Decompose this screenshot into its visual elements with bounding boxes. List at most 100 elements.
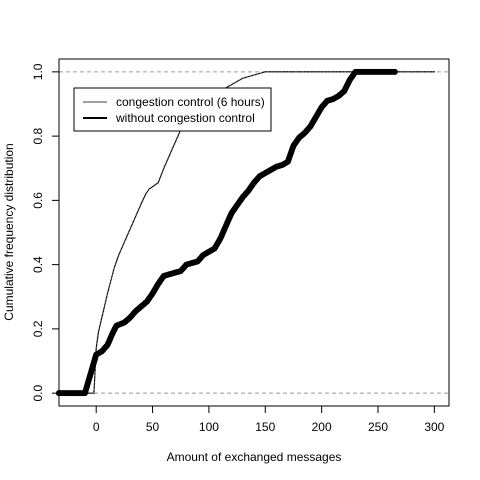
- data-point: [137, 210, 139, 212]
- x-tick-label: 50: [146, 420, 160, 434]
- data-point: [433, 71, 436, 73]
- data-point: [128, 229, 131, 232]
- x-tick-label: 250: [368, 420, 388, 434]
- data-point: [105, 298, 107, 300]
- data-point: [117, 256, 119, 259]
- data-point: [227, 86, 229, 88]
- data-point: [279, 71, 282, 73]
- data-point: [268, 71, 271, 73]
- data-point: [159, 176, 161, 179]
- data-point: [242, 77, 244, 79]
- data-point: [113, 265, 116, 268]
- data-point: [264, 71, 266, 73]
- data-point: [176, 137, 178, 140]
- data-point: [103, 306, 105, 309]
- data-point: [412, 71, 415, 73]
- data-point: [111, 274, 114, 276]
- data-point: [167, 158, 169, 160]
- data-point: [172, 146, 174, 149]
- series-without-congestion-control: [56, 68, 398, 397]
- data-point: [174, 141, 176, 144]
- data-point: [170, 150, 172, 153]
- data-point: [326, 71, 328, 73]
- data-point: [129, 227, 132, 229]
- data-point: [164, 164, 166, 167]
- data-point: [285, 71, 287, 73]
- y-tick-label: 1.0: [31, 63, 45, 80]
- data-point: [142, 199, 144, 201]
- data-point: [265, 71, 268, 73]
- data-point: [93, 379, 96, 382]
- data-point: [94, 371, 96, 373]
- data-point: [112, 271, 114, 273]
- data-point: [246, 76, 248, 78]
- data-point: [125, 237, 127, 239]
- data-point: [258, 72, 261, 75]
- data-point: [300, 71, 303, 73]
- data-point: [229, 84, 231, 87]
- data-point: [161, 172, 163, 175]
- data-point: [96, 342, 98, 344]
- data-point: [418, 71, 420, 73]
- data-point: [114, 264, 116, 266]
- data-point: [96, 339, 99, 341]
- data-point: [141, 201, 143, 204]
- data-point: [298, 71, 300, 73]
- y-tick-label: 0.4: [31, 256, 45, 273]
- data-point: [328, 71, 331, 73]
- data-point: [323, 71, 325, 73]
- data-point: [171, 148, 173, 150]
- data-point: [430, 71, 433, 73]
- data-point: [321, 71, 324, 73]
- data-point: [132, 220, 135, 223]
- data-point: [138, 206, 141, 209]
- data-point: [96, 338, 99, 340]
- data-point: [398, 71, 401, 73]
- data-point: [93, 392, 95, 394]
- data-point: [173, 143, 176, 145]
- data-point: [145, 193, 147, 195]
- data-point: [112, 270, 115, 272]
- data-point: [404, 71, 406, 73]
- data-point: [309, 71, 311, 73]
- data-point: [238, 79, 240, 82]
- data-point: [100, 317, 103, 320]
- data-point: [419, 71, 422, 73]
- data-point: [293, 71, 296, 73]
- data-point: [409, 71, 412, 73]
- data-point: [156, 182, 158, 185]
- data-point: [94, 369, 96, 372]
- data-point: [154, 184, 156, 186]
- data-point: [163, 167, 165, 169]
- data-point: [319, 71, 321, 73]
- y-tick-label: 0.0: [31, 384, 45, 401]
- data-point: [299, 71, 301, 73]
- data-point: [342, 71, 345, 73]
- data-point: [272, 71, 275, 73]
- data-point: [251, 74, 254, 77]
- legend-label-without: without congestion control: [115, 111, 255, 125]
- data-point: [97, 332, 99, 335]
- data-point: [93, 382, 96, 385]
- data-point: [146, 190, 149, 193]
- data-point: [101, 316, 103, 318]
- data-point: [108, 287, 110, 289]
- data-point: [119, 251, 121, 254]
- data-point: [105, 296, 108, 299]
- data-point: [235, 81, 238, 83]
- data-point: [102, 309, 105, 311]
- data-point: [124, 240, 126, 242]
- data-point: [97, 336, 99, 339]
- data-point: [254, 73, 257, 76]
- data-point: [93, 389, 95, 392]
- data-point: [140, 204, 142, 206]
- data-point: [109, 281, 112, 283]
- data-point: [177, 134, 180, 136]
- y-tick-label: 0.6: [31, 192, 45, 209]
- data-point: [105, 299, 107, 302]
- data-point: [110, 278, 112, 280]
- data-point: [112, 272, 114, 275]
- data-point: [423, 71, 426, 73]
- data-point: [117, 255, 119, 257]
- data-point: [338, 71, 341, 73]
